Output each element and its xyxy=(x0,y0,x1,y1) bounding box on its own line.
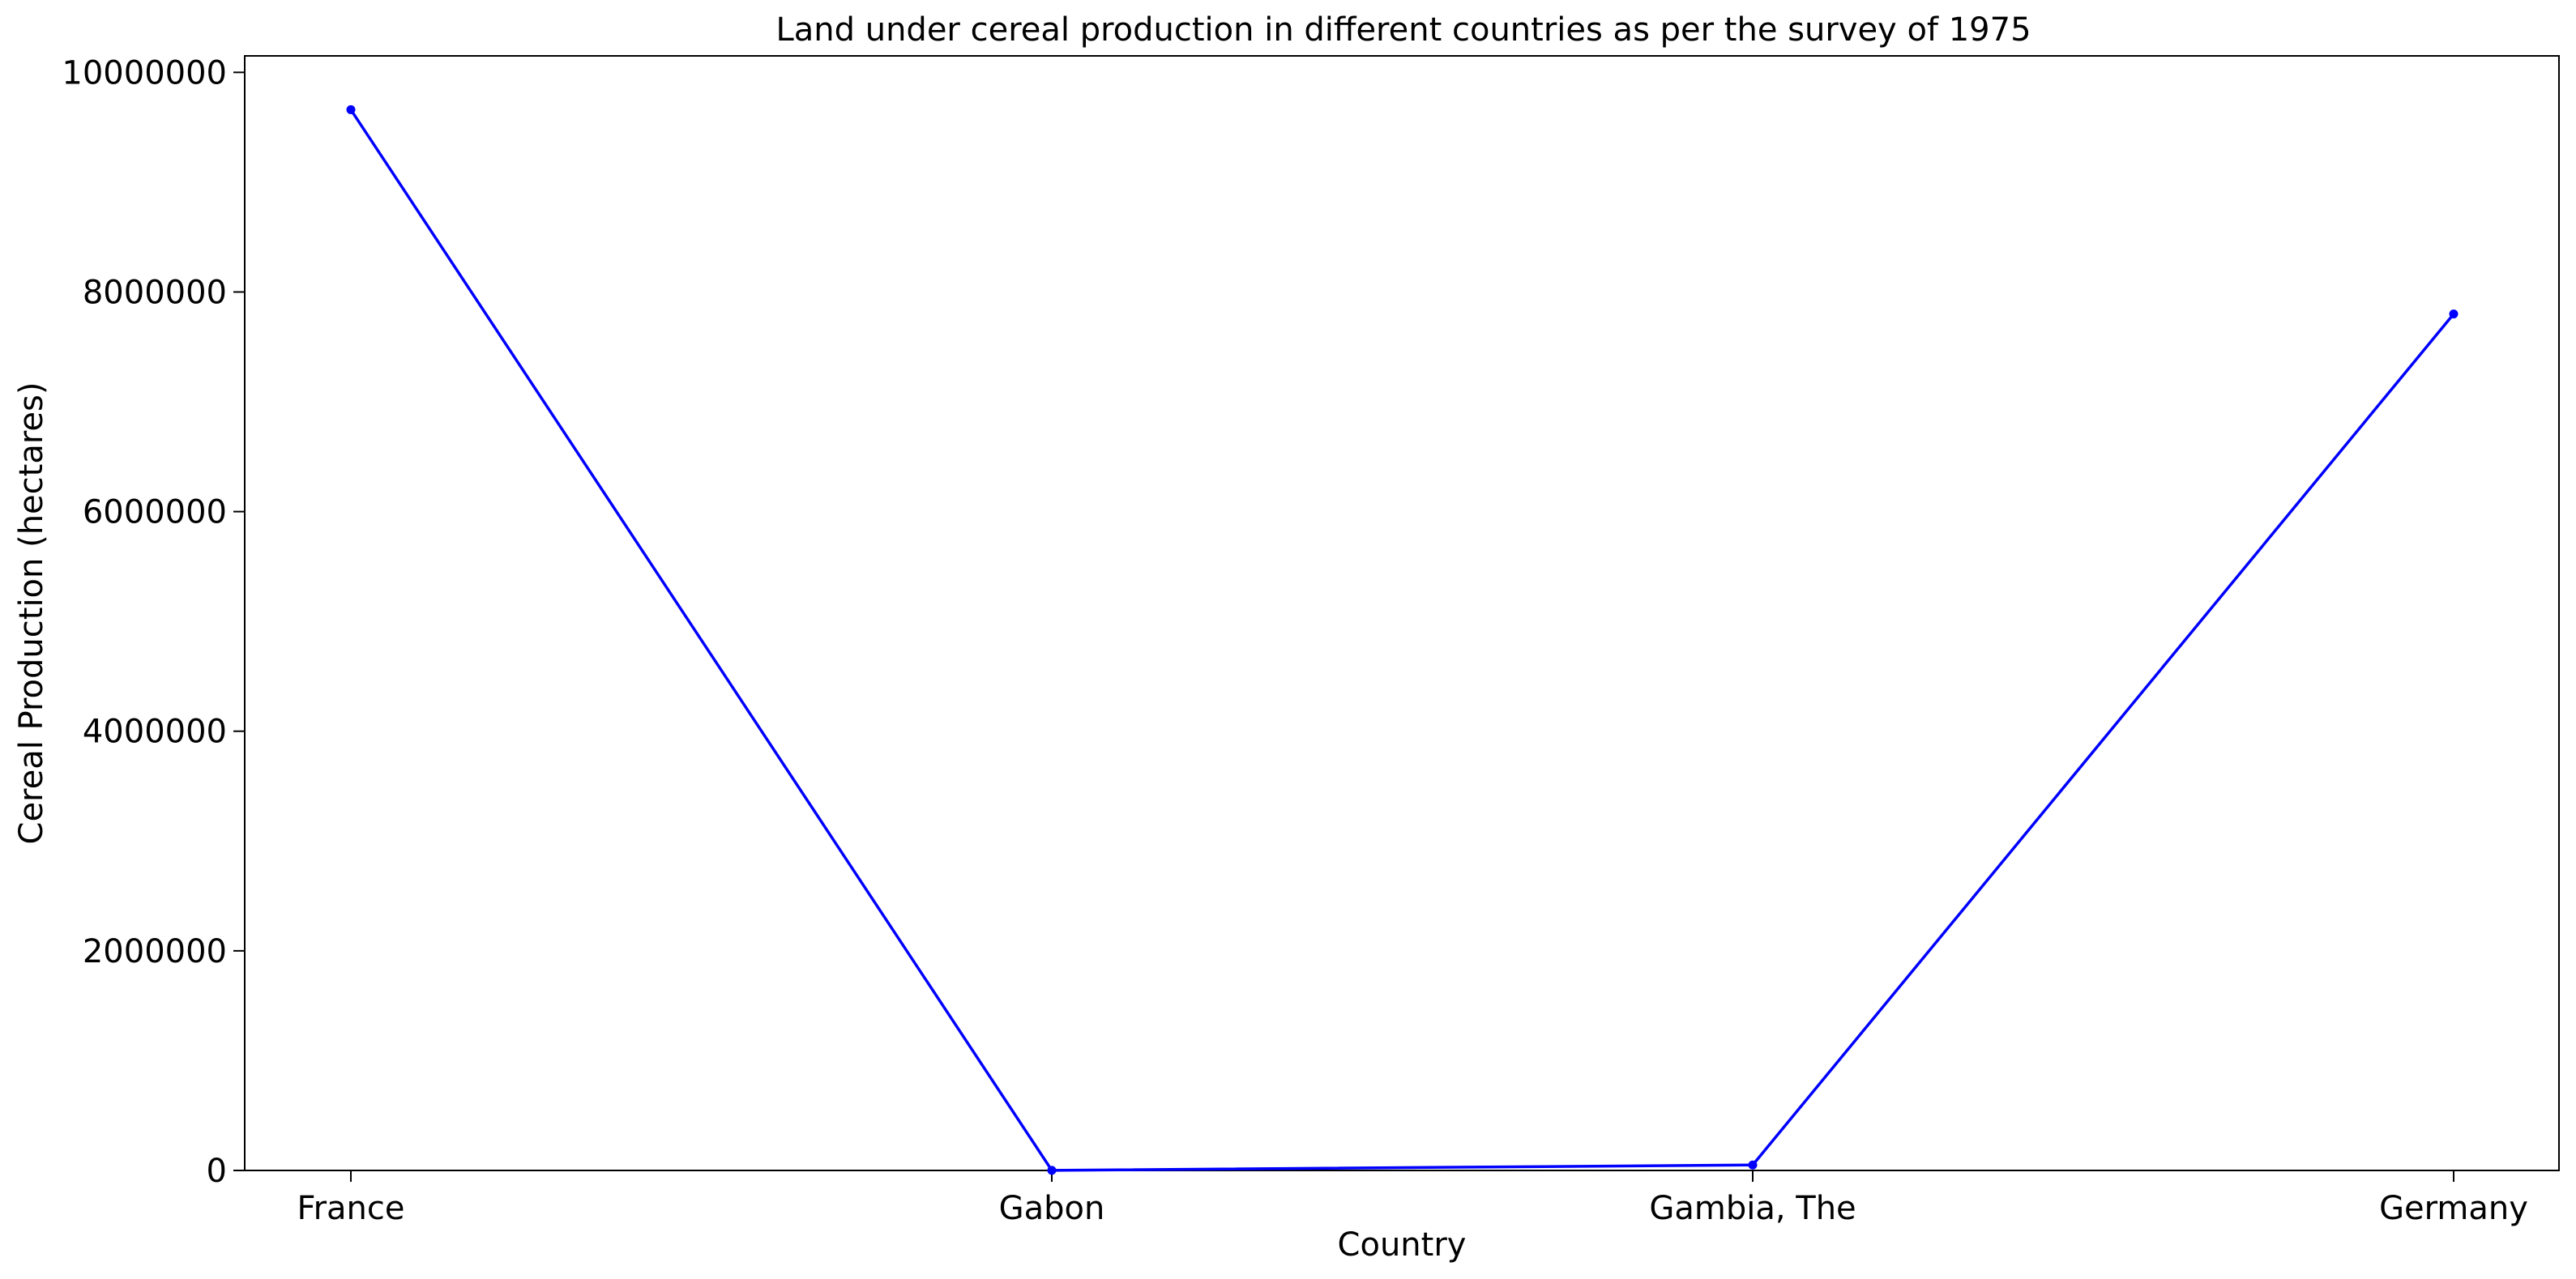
data-point xyxy=(346,104,356,114)
x-axis-label: Country xyxy=(1338,1226,1467,1264)
x-tick-label: Germany xyxy=(2379,1190,2528,1227)
series-line xyxy=(349,109,2455,1172)
data-point xyxy=(1748,1160,1758,1170)
x-tick-label: Gabon xyxy=(999,1190,1105,1227)
y-tick-label: 0 xyxy=(207,1153,227,1190)
y-tick-label: 6000000 xyxy=(83,494,227,531)
data-point xyxy=(2449,309,2459,319)
y-tick-label: 4000000 xyxy=(83,714,227,751)
x-tick-label: Gambia, The xyxy=(1649,1190,1856,1227)
plot-frame xyxy=(244,55,2560,1171)
y-tick-label: 10000000 xyxy=(62,54,227,92)
y-axis: 0 2000000 4000000 6000000 8000000 10000000 xyxy=(62,54,245,1190)
y-tick-label: 2000000 xyxy=(83,933,227,970)
y-tick-label: 8000000 xyxy=(83,274,227,311)
data-point xyxy=(1047,1166,1057,1175)
chart-title: Land under cereal production in differen… xyxy=(775,11,2031,49)
x-axis: France Gabon Gambia, The Germany xyxy=(297,1170,2528,1227)
y-axis-label: Cereal Production (hectares) xyxy=(13,382,50,845)
x-tick-label: France xyxy=(297,1190,404,1227)
series-layer xyxy=(346,104,2459,1175)
